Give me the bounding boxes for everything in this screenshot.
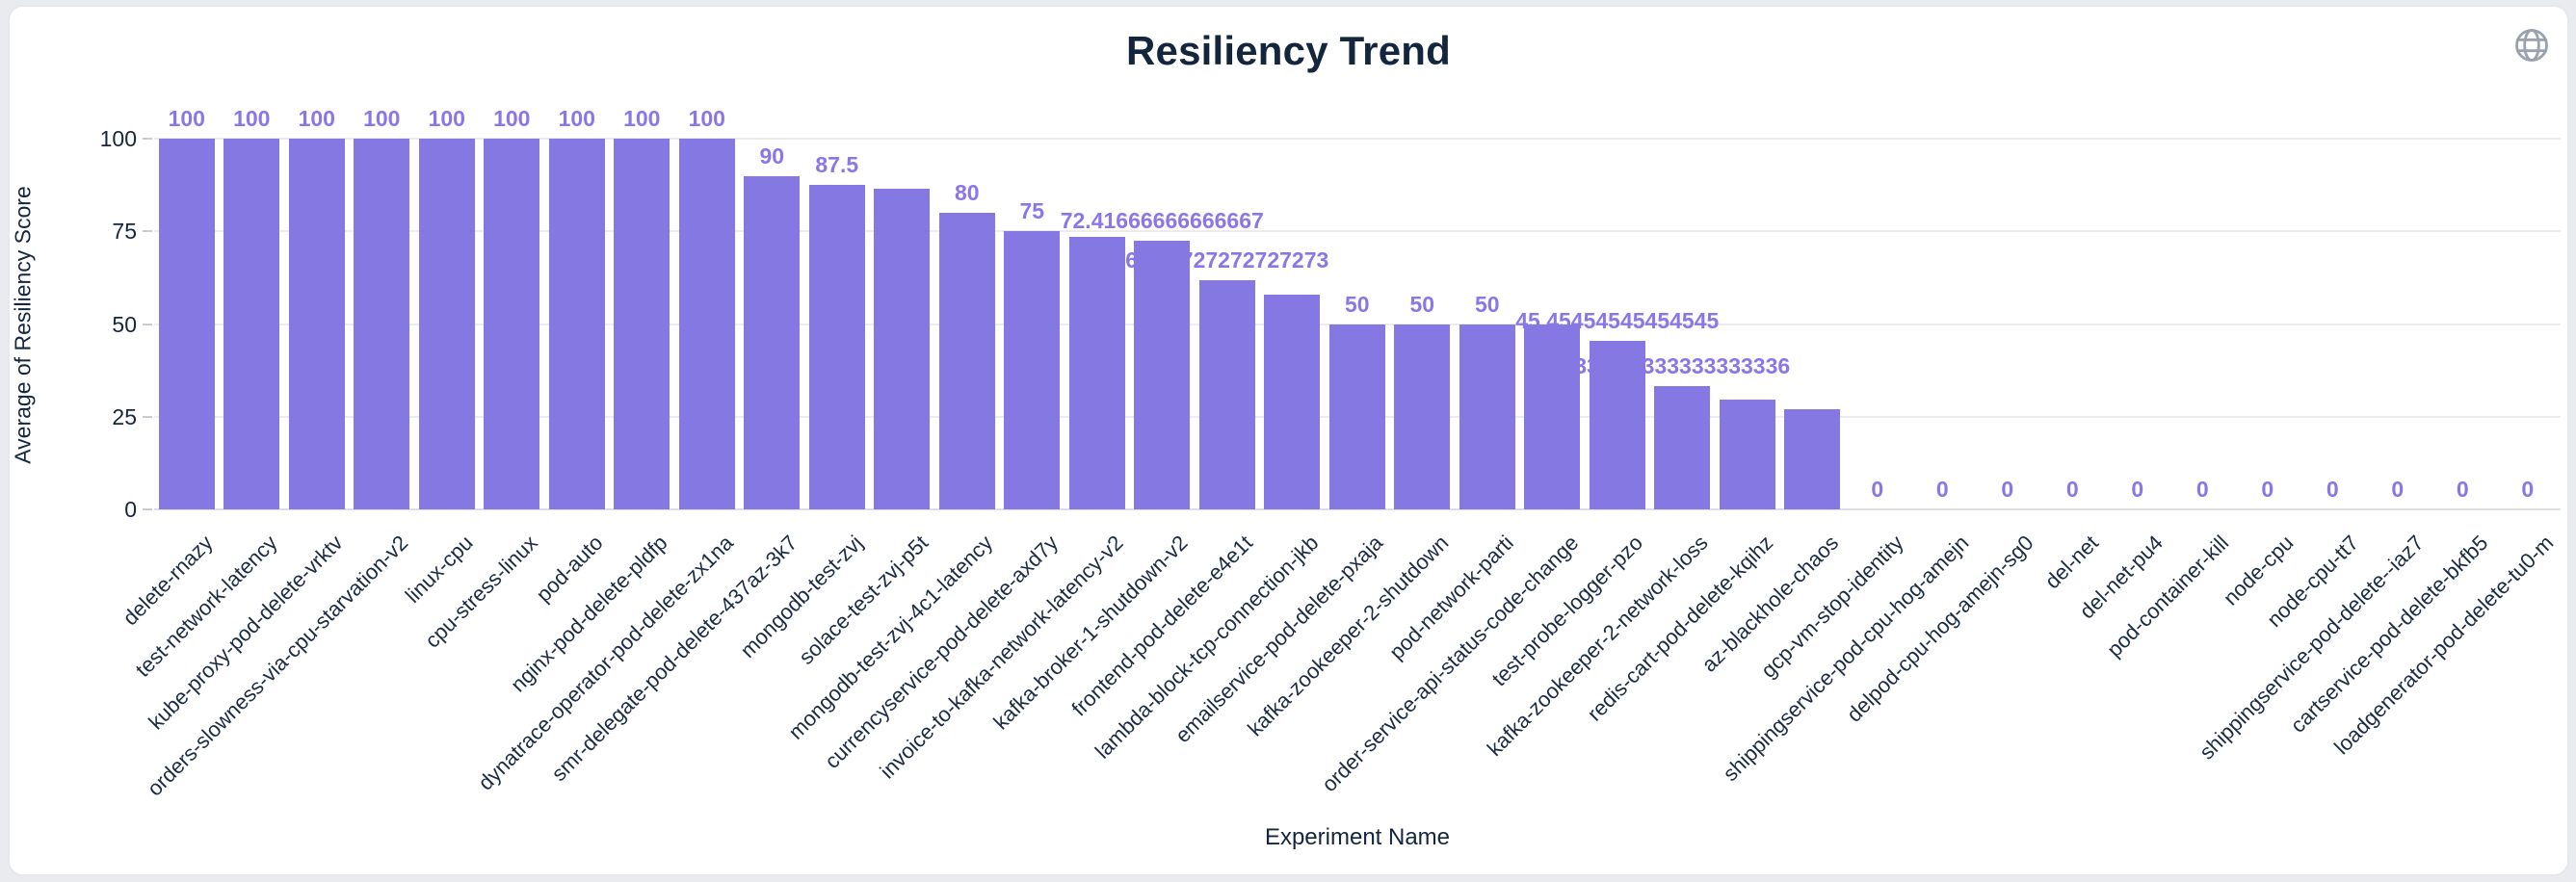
bar[interactable] [1264, 294, 1321, 509]
bar-value-label: 0 [2326, 477, 2339, 502]
bar[interactable] [1784, 409, 1841, 509]
gridline [154, 230, 2561, 233]
bar-value-label: 72.41666666666667 [1060, 208, 1264, 234]
bar[interactable] [548, 139, 605, 509]
bar[interactable] [1654, 385, 1711, 509]
chart-card: Resiliency Trend Average of Resiliency S… [8, 5, 2569, 876]
bar-value-label: 0 [2131, 477, 2144, 502]
bar[interactable] [1459, 324, 1515, 509]
bar-value-label: 100 [428, 106, 465, 131]
bar-value-label: 87.5 [815, 152, 859, 178]
bar-value-label: 100 [493, 106, 531, 131]
x-axis-title: Experiment Name [1264, 824, 1451, 850]
bar[interactable] [484, 139, 540, 509]
bar-value-label: 0 [2065, 477, 2079, 502]
bar-value-label: 100 [363, 106, 401, 131]
chart-title: Resiliency Trend [1125, 28, 1451, 73]
bar[interactable] [1134, 241, 1191, 509]
gridline [154, 508, 2561, 510]
bar-value-label: 100 [168, 106, 205, 131]
bar[interactable] [158, 139, 215, 509]
bar-value-label: 0 [2521, 477, 2535, 502]
globe-icon[interactable] [2512, 26, 2551, 65]
bar[interactable] [614, 139, 670, 509]
y-axis-tick-label: 75 [112, 219, 137, 245]
bar-value-label: 75 [1019, 198, 1045, 224]
bar-value-label: 80 [954, 180, 980, 205]
bar[interactable] [874, 188, 931, 509]
x-axis-tick-label: del-net [2039, 531, 2103, 594]
bar-value-label: 0 [2001, 477, 2014, 502]
y-axis-tick-label: 0 [124, 497, 137, 522]
bar[interactable] [223, 139, 280, 509]
bar-value-label: 0 [2456, 477, 2469, 502]
y-axis-tick-label: 50 [112, 311, 137, 337]
y-axis-tick-mark [143, 415, 152, 418]
bar-value-label: 100 [688, 106, 725, 131]
y-axis-tick-mark [143, 138, 152, 140]
bar-value-label: 50 [1474, 291, 1500, 317]
bar[interactable] [1394, 324, 1451, 509]
y-axis-tick-mark [143, 323, 152, 325]
bar-value-label: 100 [298, 106, 335, 131]
gridline [154, 138, 2561, 140]
bar[interactable] [1198, 280, 1255, 509]
x-axis-tick-label: currencyservice-pod-delete-axd7y [819, 531, 1063, 773]
bar[interactable] [1589, 341, 1645, 509]
y-axis-tick-mark [143, 230, 152, 233]
bar[interactable] [1004, 231, 1061, 509]
y-axis-tick-label: 25 [112, 403, 137, 429]
bar-value-label: 0 [1871, 477, 1884, 502]
y-axis-tick-mark [143, 508, 152, 510]
bar-value-label: 50 [1409, 291, 1435, 317]
bar-value-label: 0 [2391, 477, 2405, 502]
bar-value-label: 90 [759, 143, 785, 169]
bar-value-label: 50 [1344, 291, 1370, 317]
bar[interactable] [288, 139, 345, 509]
bar[interactable] [744, 175, 801, 509]
plot-area: 0 25 50 75 100 100 100 100 100 100 100 100 100 100 90 8… [10, 7, 2567, 874]
bar[interactable] [1719, 400, 1775, 509]
bar-value-label: 0 [2261, 477, 2274, 502]
bar[interactable] [354, 139, 410, 509]
bar[interactable] [938, 213, 995, 509]
bar[interactable] [1328, 324, 1385, 509]
bar-value-label: 100 [558, 106, 595, 131]
bar[interactable] [808, 185, 865, 509]
bar-value-label: 0 [1935, 477, 1949, 502]
bar-value-label: 100 [623, 106, 661, 131]
x-axis-tick-label: cpu-stress-linux [420, 531, 542, 653]
bar[interactable] [1524, 324, 1581, 509]
y-axis-tick-label: 100 [99, 126, 137, 151]
bar[interactable] [418, 139, 475, 509]
bar-value-label: 0 [2195, 477, 2209, 502]
x-axis-tick-label: pod-container-kill [2101, 531, 2233, 662]
bar-value-label: 100 [233, 106, 271, 131]
bar[interactable] [1068, 237, 1125, 509]
bar[interactable] [678, 139, 735, 509]
